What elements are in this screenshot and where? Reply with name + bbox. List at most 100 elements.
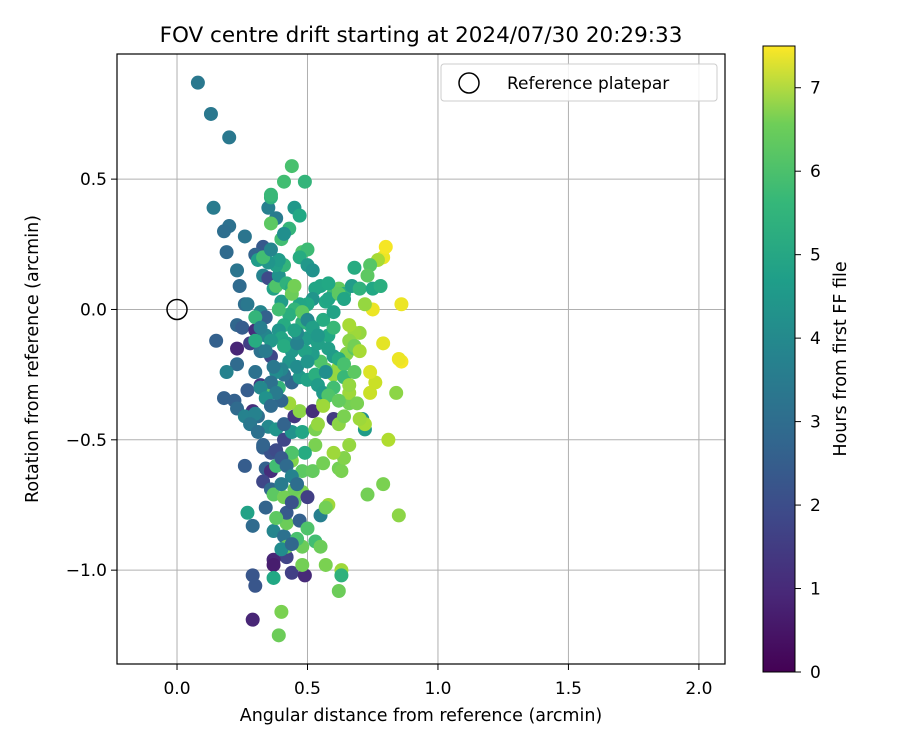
data-point [391, 508, 406, 523]
colorbar-ticks: 0 1 2 3 4 5 6 7 [795, 79, 821, 683]
colorbar-tick-label: 1 [810, 580, 821, 600]
data-point [357, 297, 372, 312]
data-point [318, 557, 333, 572]
data-point [258, 500, 273, 515]
data-point [389, 385, 404, 400]
data-point [300, 521, 315, 536]
data-point [248, 578, 263, 593]
colorbar-tick-label: 6 [810, 162, 821, 182]
data-point [209, 333, 224, 348]
data-point [326, 320, 341, 335]
reference-platepar-marker [166, 298, 188, 321]
data-point [342, 318, 357, 333]
data-point [292, 404, 307, 419]
data-point [219, 245, 234, 260]
legend-open-circle-icon [458, 72, 480, 94]
data-point [360, 268, 375, 283]
data-point [263, 333, 278, 348]
data-point [305, 464, 320, 479]
data-point [203, 106, 218, 121]
y-tick-label: −1.0 [66, 561, 107, 581]
data-point [310, 328, 325, 343]
x-axis-label: Angular distance from reference (arcmin) [240, 706, 603, 726]
data-point [240, 383, 255, 398]
data-point [337, 357, 352, 372]
y-tick-label: −0.5 [66, 431, 107, 451]
colorbar-tick-label: 3 [810, 413, 821, 433]
colorbar-label: Hours from first FF file [831, 261, 851, 456]
data-point [274, 477, 289, 492]
data-point [347, 260, 362, 275]
data-point [277, 226, 292, 241]
data-point [287, 279, 302, 294]
grid-lines [117, 54, 725, 664]
data-point [230, 341, 245, 356]
data-point [321, 276, 336, 291]
data-point [326, 445, 341, 460]
data-point [360, 487, 375, 502]
data-point [248, 310, 263, 325]
data-point [279, 516, 294, 531]
chart-title: FOV centre drift starting at 2024/07/30 … [160, 23, 683, 48]
data-point [394, 297, 409, 312]
data-point [279, 458, 294, 473]
data-point [368, 375, 383, 390]
data-point [321, 388, 336, 403]
data-point [334, 568, 349, 583]
data-point [206, 200, 221, 215]
data-point [250, 424, 265, 439]
data-point [240, 297, 255, 312]
data-point [248, 365, 263, 380]
x-tick-label: 2.0 [685, 679, 712, 699]
data-points [190, 75, 409, 643]
x-tick-label: 1.5 [555, 679, 582, 699]
data-point [263, 398, 278, 413]
legend: Reference platepar [440, 63, 718, 102]
data-point [287, 323, 302, 338]
data-point [266, 557, 281, 572]
data-point [282, 307, 297, 322]
data-point [222, 130, 237, 145]
data-point [290, 477, 305, 492]
data-point [318, 365, 333, 380]
data-point [271, 302, 286, 317]
data-point [297, 174, 312, 189]
data-point [376, 336, 391, 351]
data-point [326, 305, 341, 320]
data-point [253, 320, 268, 335]
data-point [263, 187, 278, 202]
x-axis-ticks: 0.0 0.5 1.0 1.5 2.0 [163, 664, 712, 699]
colorbar [762, 45, 796, 673]
data-point [342, 378, 357, 393]
data-point [190, 75, 205, 90]
data-point [290, 336, 305, 351]
data-point [216, 224, 231, 239]
plot-frame [116, 53, 726, 665]
y-tick-label: 0.0 [80, 300, 107, 320]
data-point [342, 438, 357, 453]
x-tick-label: 1.0 [424, 679, 451, 699]
data-point [269, 385, 284, 400]
data-point [284, 565, 299, 580]
data-point [334, 464, 349, 479]
y-axis-label: Rotation from reference (arcmin) [23, 215, 43, 503]
legend-box [440, 63, 718, 102]
data-point [279, 505, 294, 520]
y-tick-label: 0.5 [80, 170, 107, 190]
data-point [258, 344, 273, 359]
data-point [266, 524, 281, 539]
data-point [230, 263, 245, 278]
data-point [295, 464, 310, 479]
data-point [263, 375, 278, 390]
data-point [245, 518, 260, 533]
x-tick-label: 0.5 [294, 679, 321, 699]
data-point [381, 432, 396, 447]
x-tick-label: 0.0 [163, 679, 190, 699]
colorbar-tick-label: 7 [810, 79, 821, 99]
data-point [337, 292, 352, 307]
data-point [337, 409, 352, 424]
data-point [277, 417, 292, 432]
data-point [352, 344, 367, 359]
colorbar-tick-label: 0 [810, 663, 821, 683]
data-point [331, 393, 346, 408]
